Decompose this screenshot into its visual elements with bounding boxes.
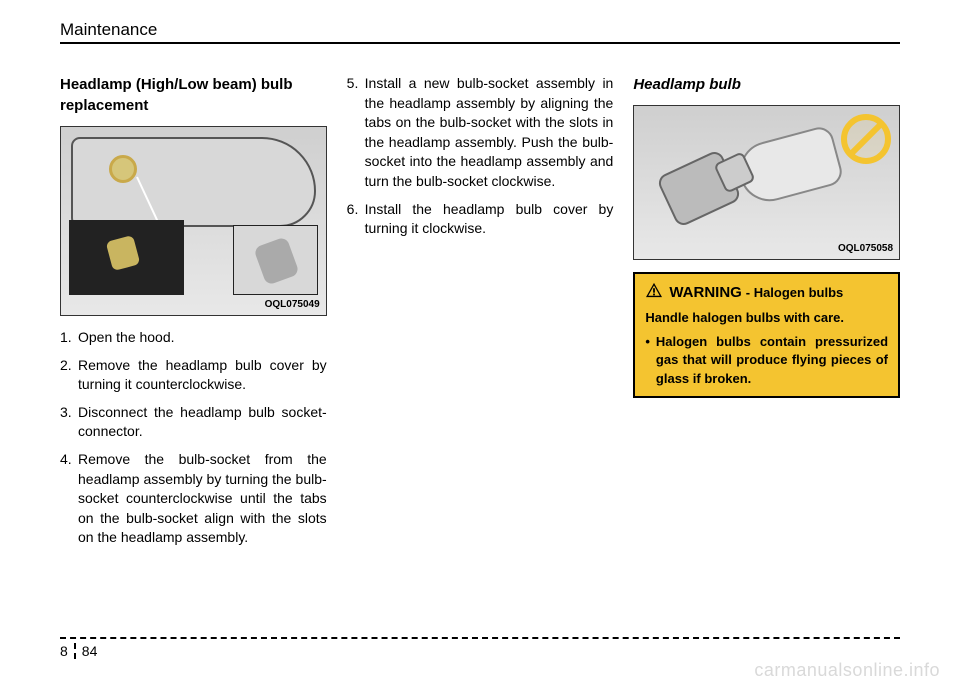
warning-list-item: • Halogen bulbs contain pressurized gas …	[645, 333, 888, 388]
step-text: Disconnect the headlamp bulb socket-conn…	[78, 403, 327, 442]
step-text: Install the headlamp bulb cover by turni…	[365, 200, 614, 239]
column-1: Headlamp (High/Low beam) bulb replacemen…	[60, 74, 327, 556]
bulb-illustration	[656, 149, 743, 228]
warning-body: Handle halogen bulbs with care.	[645, 309, 888, 327]
hand-illustration	[733, 124, 845, 208]
warning-title: WARNING	[669, 284, 742, 301]
header-title: Maintenance	[60, 20, 900, 40]
step-item: 1. Open the hood.	[60, 328, 327, 348]
page-footer: 8 84	[60, 637, 900, 659]
step-item: 4. Remove the bulb-socket from the headl…	[60, 450, 327, 548]
figure-label-1: OQL075049	[265, 298, 320, 312]
col3-heading: Headlamp bulb	[633, 74, 900, 95]
bulb-socket-icon	[253, 236, 300, 286]
column-2: 5. Install a new bulb-socket assembly in…	[347, 74, 614, 556]
warning-subtitle: - Halogen bulbs	[746, 285, 844, 300]
step-item: 6. Install the headlamp bulb cover by tu…	[347, 200, 614, 239]
bullet-dot: •	[645, 333, 650, 388]
footer-page-number: 84	[82, 643, 98, 659]
step-number: 6.	[347, 200, 365, 239]
figure-label-2: OQL075058	[838, 242, 893, 256]
step-number: 3.	[60, 403, 78, 442]
warning-bullet-text: Halogen bulbs contain pressurized gas th…	[656, 333, 888, 388]
prohibit-icon	[841, 114, 891, 164]
step-number: 4.	[60, 450, 78, 548]
figure-headlamp-assembly: OQL075049	[60, 126, 327, 316]
footer-chapter-number: 8	[60, 643, 76, 659]
content-columns: Headlamp (High/Low beam) bulb replacemen…	[60, 74, 900, 556]
warning-header: WARNING - Halogen bulbs	[645, 282, 888, 303]
inset-detail-right	[233, 225, 318, 295]
col1-heading: Headlamp (High/Low beam) bulb replacemen…	[60, 74, 327, 116]
figure-headlamp-bulb: OQL075058	[633, 105, 900, 260]
warning-box: WARNING - Halogen bulbs Handle halogen b…	[633, 272, 900, 398]
inset-detail-left	[69, 220, 184, 295]
page-root: Maintenance Headlamp (High/Low beam) bul…	[0, 0, 960, 689]
page-header: Maintenance	[60, 20, 900, 44]
step-item: 3. Disconnect the headlamp bulb socket-c…	[60, 403, 327, 442]
footer-inner: 8 84	[60, 643, 900, 659]
step-text: Remove the headlamp bulb cover by turnin…	[78, 356, 327, 395]
step-text: Install a new bulb-socket assembly in th…	[365, 74, 614, 192]
bulb-socket-detail-icon	[106, 235, 141, 271]
step-item: 2. Remove the headlamp bulb cover by tur…	[60, 356, 327, 395]
step-number: 2.	[60, 356, 78, 395]
column-3: Headlamp bulb OQL075058	[633, 74, 900, 556]
rotation-arrow-icon	[109, 155, 137, 183]
watermark-text: carmanualsonline.info	[754, 660, 940, 681]
step-number: 5.	[347, 74, 365, 192]
step-text: Remove the bulb-socket from the headlamp…	[78, 450, 327, 548]
headlamp-outline-shape	[71, 137, 316, 227]
step-text: Open the hood.	[78, 328, 327, 348]
warning-list: • Halogen bulbs contain pressurized gas …	[645, 333, 888, 388]
warning-triangle-icon	[645, 282, 663, 298]
step-number: 1.	[60, 328, 78, 348]
step-item: 5. Install a new bulb-socket assembly in…	[347, 74, 614, 192]
